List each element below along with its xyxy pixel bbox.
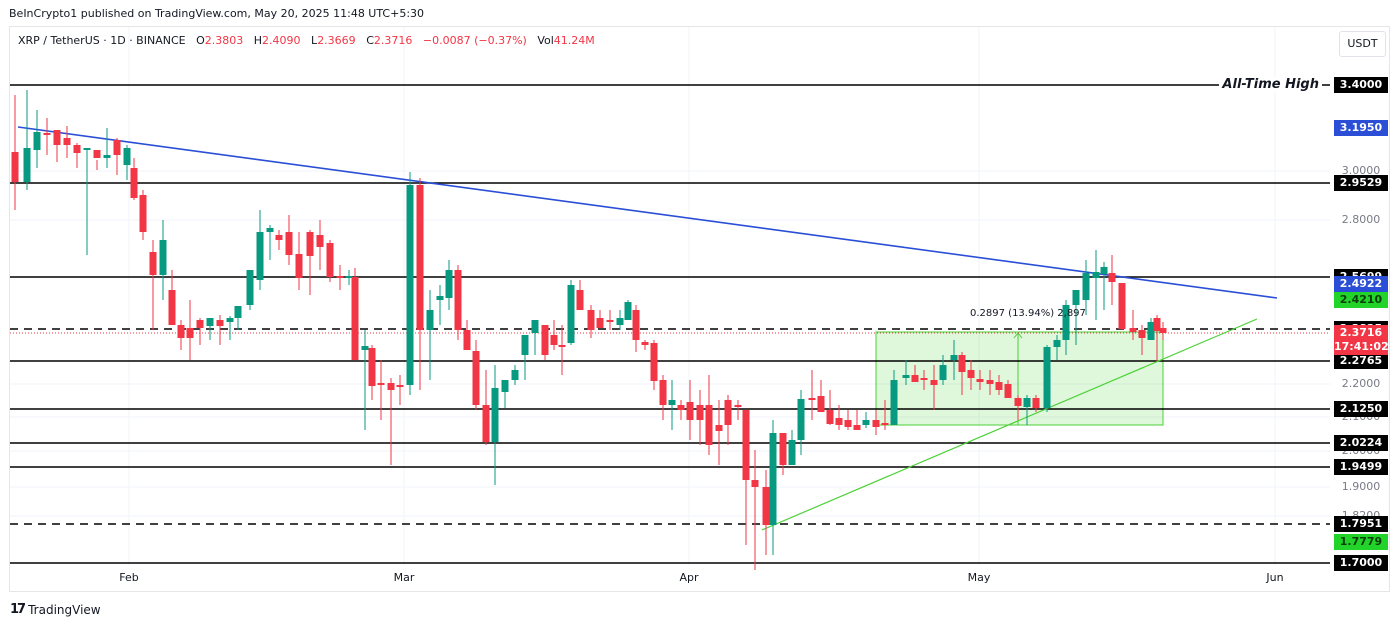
candlesticks — [11, 90, 1167, 570]
price-tag: 2.4210 — [1334, 292, 1388, 308]
level-price-label: 2.0224 — [1334, 435, 1388, 451]
level-price-label: 1.7000 — [1334, 555, 1388, 571]
high-value: 2.4090 — [262, 34, 301, 47]
level-price-label: 2.1250 — [1334, 401, 1388, 417]
close-value: 2.3716 — [373, 34, 413, 47]
level-price-label: 1.7951 — [1334, 516, 1388, 532]
tv-logo-icon: 17 — [10, 602, 26, 617]
level-price-label: 3.4000 — [1334, 77, 1388, 93]
price-tag: 3.1950 — [1334, 120, 1388, 136]
symbol-name: XRP / TetherUS · 1D · BINANCE — [18, 34, 186, 47]
publisher-caption: BeInCrypto1 published on TradingView.com… — [9, 7, 425, 20]
level-price-label: 2.2765 — [1334, 353, 1388, 369]
change-value: −0.0087 (−0.37%) — [422, 34, 527, 47]
grid-lines — [10, 27, 1330, 565]
price-tick: 2.8000 — [1341, 213, 1381, 226]
horizontal-levels — [10, 84, 1330, 564]
price-tag: 1.7779 — [1334, 534, 1388, 550]
ath-annotation: All-Time High — [1219, 77, 1322, 92]
price-tick: 3.0000 — [1341, 164, 1381, 177]
trendlines — [17, 126, 1278, 531]
range-box — [875, 331, 1164, 426]
chart-frame — [9, 26, 1390, 592]
symbol-legend: XRP / TetherUS · 1D · BINANCE O2.3803 H2… — [18, 34, 595, 47]
level-price-label: 1.9499 — [1334, 459, 1388, 475]
last-price-label: 2.3716 17:41:02 — [1334, 325, 1389, 355]
time-tick: Feb — [119, 571, 139, 584]
tradingview-logo[interactable]: 17 TradingView — [10, 602, 101, 617]
time-tick: Jun — [1266, 571, 1284, 584]
volume-value: 41.24M — [553, 34, 595, 47]
measure-label: 0.2897 (13.94%) 2,897 — [970, 308, 1086, 319]
time-tick: Apr — [679, 571, 699, 584]
time-tick: Mar — [393, 571, 415, 584]
level-price-label: 2.9529 — [1334, 175, 1388, 191]
low-value: 2.3669 — [317, 34, 356, 47]
price-tick: 1.9000 — [1341, 480, 1381, 493]
price-tag: 2.4922 — [1334, 276, 1388, 292]
open-value: 2.3803 — [204, 34, 244, 47]
currency-button[interactable]: USDT — [1339, 31, 1386, 57]
time-tick: May — [967, 571, 991, 584]
price-tick: 2.2000 — [1341, 377, 1381, 390]
